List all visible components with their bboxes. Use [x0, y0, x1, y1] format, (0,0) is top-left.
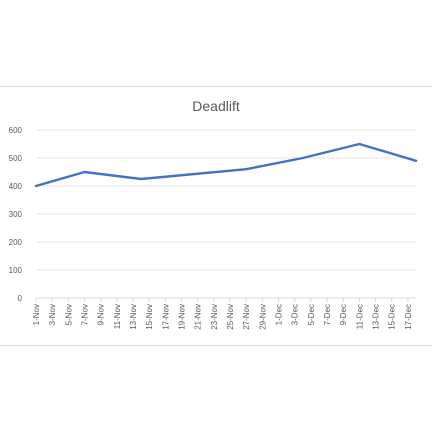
x-tick-label: 5-Nov	[64, 304, 73, 325]
chart-area: Deadlift 0 100 200 300 400 500 600 1-Nov 3-Nov 5…	[0, 86, 432, 346]
x-tick-label: 7-Dec	[323, 304, 332, 325]
x-tick-label: 11-Nov	[113, 304, 122, 329]
x-tick-label: 15-Dec	[388, 304, 397, 330]
x-tick-label: 3-Dec	[291, 304, 300, 325]
x-tick-label: 9-Nov	[97, 304, 106, 325]
x-tick-label: 25-Nov	[226, 304, 235, 330]
gridlines	[36, 129, 416, 299]
y-tick-label: 400	[9, 182, 23, 191]
x-tick-label: 1-Dec	[275, 304, 284, 325]
x-tick-label: 27-Nov	[242, 304, 251, 330]
y-tick-label: 100	[9, 266, 23, 275]
x-tick-label: 15-Nov	[145, 304, 154, 330]
chart-title: Deadlift	[192, 98, 240, 114]
x-tick-label: 21-Nov	[194, 304, 203, 330]
x-tick-label: 23-Nov	[210, 304, 219, 330]
x-tick-label: 3-Nov	[48, 304, 57, 325]
x-tick-label: 17-Nov	[161, 304, 170, 330]
x-tick-label: 9-Dec	[339, 304, 348, 325]
x-tick-label: 5-Dec	[307, 304, 316, 325]
x-tick-label: 13-Nov	[129, 304, 138, 330]
series-layer	[34, 142, 418, 188]
y-tick-label: 200	[9, 238, 23, 247]
x-tick-label: 13-Dec	[372, 304, 381, 330]
series-line	[34, 142, 418, 188]
x-tick-label: 29-Nov	[258, 304, 267, 330]
y-tick-label: 600	[9, 126, 23, 135]
x-axis-ticks: 1-Nov 3-Nov 5-Nov 7-Nov 9-Nov 11-Nov 13-Nov 15-…	[32, 298, 413, 330]
y-tick-label: 500	[9, 154, 23, 163]
y-axis-ticks: 0 100 200 300 400 500 600	[9, 126, 23, 303]
deadlift-line-chart: Deadlift 0 100 200 300 400 500 600 1-Nov 3-Nov 5…	[9, 98, 418, 330]
y-tick-label: 300	[9, 210, 23, 219]
x-tick-label: 7-Nov	[81, 304, 90, 325]
y-tick-label: 0	[18, 294, 23, 303]
x-tick-label: 17-Dec	[404, 304, 413, 330]
x-tick-label: 11-Dec	[355, 304, 364, 329]
x-tick-label: 19-Nov	[178, 304, 187, 330]
x-tick-label: 1-Nov	[32, 304, 41, 325]
